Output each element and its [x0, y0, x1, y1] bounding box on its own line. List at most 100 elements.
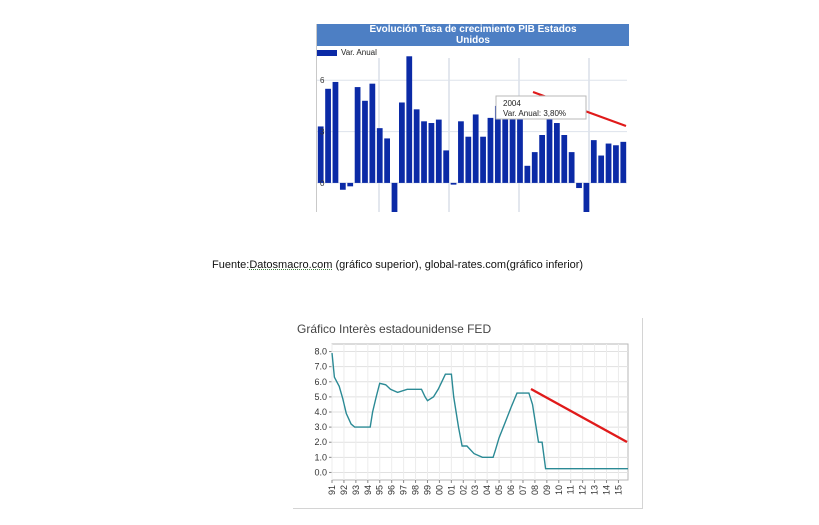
gdp-bar [568, 152, 575, 183]
fed-x-tick-label: 96 [387, 485, 397, 495]
fed-x-tick-label: 98 [411, 485, 421, 495]
gdp-bar [583, 182, 590, 212]
gdp-bar [399, 102, 405, 183]
fed-x-tick-label: 14 [602, 485, 612, 495]
gdp-bar [576, 182, 582, 189]
gdp-bar [325, 88, 331, 183]
gdp-growth-chart: 6 3 0 2004 Var. Anual: 3,80% Evolución Tasa … [316, 24, 629, 212]
gdp-bar [531, 152, 538, 183]
legend-swatch [317, 49, 337, 56]
gdp-bar [509, 107, 516, 183]
gdp-bar [472, 114, 479, 183]
fed-x-tick-label: 03 [470, 485, 480, 495]
gdp-bar [332, 81, 339, 183]
gdp-chart-legend: Var. Anual [317, 48, 377, 58]
gdp-bar [317, 126, 324, 183]
tooltip-year: 2004 [503, 99, 521, 108]
legend-label: Var. Anual [341, 48, 377, 57]
gdp-bar [613, 145, 619, 183]
gdp-bar [561, 135, 568, 183]
top-y-tick-label: 6 [320, 76, 325, 85]
fed-y-tick-label: 7.0 [314, 362, 327, 372]
fed-x-tick-label: 10 [554, 485, 564, 495]
fed-rate-plot: 8.07.06.05.04.03.02.01.00.091 92 93 94 95 96 9… [314, 343, 629, 495]
fed-rate-chart: Gráfico Interès estadounidense FED 8.0 7.… [293, 318, 643, 509]
caption-rest: (gráfico superior), global-rates.com(grá… [332, 259, 584, 271]
fed-x-tick-label: 94 [363, 485, 373, 495]
fed-x-tick-label: 09 [542, 485, 552, 495]
gdp-bar [339, 182, 346, 190]
top-y-tick-label: 0 [320, 179, 325, 188]
fed-y-tick-label: 2.0 [314, 437, 327, 447]
gdp-bar [384, 138, 390, 183]
fed-y-tick-label: 6.0 [314, 377, 327, 387]
gdp-bar [354, 87, 361, 183]
fed-x-tick-label: 12 [578, 485, 588, 495]
fed-trend-line [530, 387, 628, 444]
gdp-bar [443, 150, 450, 183]
fed-x-tick-label: 01 [446, 485, 456, 495]
gdp-bar [590, 140, 597, 183]
caption-prefix: Fuente: [212, 259, 250, 271]
fed-y-tick-label: 4.0 [314, 407, 327, 417]
caption-source-link[interactable]: Datosmacro.com [249, 259, 333, 271]
fed-x-tick-label: 02 [458, 485, 468, 495]
gdp-bar [517, 112, 523, 183]
gdp-bar [458, 121, 464, 183]
fed-x-tick-label: 04 [482, 485, 492, 495]
fed-x-tick-label: 08 [530, 485, 540, 495]
gdp-bar [465, 136, 472, 183]
gdp-bar [524, 165, 531, 183]
gdp-bar [428, 123, 435, 183]
gdp-bar [369, 83, 376, 183]
gdp-bar [620, 141, 627, 183]
gdp-bar [605, 143, 612, 183]
fed-y-tick-label: 3.0 [314, 422, 327, 432]
fed-x-tick-label: 15 [613, 485, 623, 495]
fed-x-tick-label: 93 [351, 485, 361, 495]
gdp-bar [502, 105, 509, 183]
fed-x-tick-label: 91 [327, 485, 337, 495]
gdp-bar [554, 123, 560, 183]
gdp-bar [376, 128, 383, 183]
fed-x-tick-label: 11 [566, 485, 576, 494]
tooltip-value: Var. Anual: 3,80% [503, 109, 566, 118]
fed-x-tick-label: 99 [422, 485, 432, 495]
gdp-bar [598, 155, 605, 183]
gdp-bar [494, 105, 501, 183]
fed-y-tick-label: 0.0 [314, 467, 327, 477]
fed-x-tick-label: 05 [494, 485, 504, 495]
tooltip-box [495, 95, 587, 120]
source-caption: Fuente:Datosmacro.com (gráfico superior)… [212, 259, 583, 271]
fed-rate-line [331, 353, 628, 470]
gdp-bar [406, 56, 413, 183]
top-y-tick-label: 3 [320, 128, 325, 137]
gdp-bar [480, 136, 486, 183]
gdp-bar [435, 119, 442, 183]
gdp-bar [546, 117, 553, 183]
gdp-bar [539, 135, 545, 183]
gdp-bar [362, 100, 368, 183]
gdp-bar [413, 109, 420, 183]
fed-x-tick-label: 92 [339, 485, 349, 495]
fed-x-tick-label: 95 [375, 485, 385, 495]
gdp-chart-title: Evolución Tasa de crecimiento PIB Estado… [317, 24, 629, 46]
fed-chart-title: Gráfico Interès estadounidense FED [297, 322, 492, 336]
gdp-bar [450, 182, 457, 185]
gdp-bar [421, 121, 427, 183]
gdp-bar [347, 182, 354, 187]
fed-y-tick-label: 5.0 [314, 392, 327, 402]
fed-y-tick-label: 8.0 [314, 347, 327, 357]
gdp-chart-title-line2: Unidos [456, 35, 490, 46]
fed-x-tick-label: 00 [434, 485, 444, 495]
fed-x-tick-label: 07 [518, 485, 528, 495]
fed-x-tick-label: 06 [506, 485, 516, 495]
gdp-bar [391, 182, 398, 212]
fed-y-tick-label: 1.0 [314, 452, 327, 462]
fed-x-tick-label: 13 [590, 485, 600, 495]
fed-x-tick-label: 97 [399, 485, 409, 495]
gdp-chart-title-line1: Evolución Tasa de crecimiento PIB Estado… [369, 24, 577, 35]
gdp-bar [487, 117, 494, 183]
